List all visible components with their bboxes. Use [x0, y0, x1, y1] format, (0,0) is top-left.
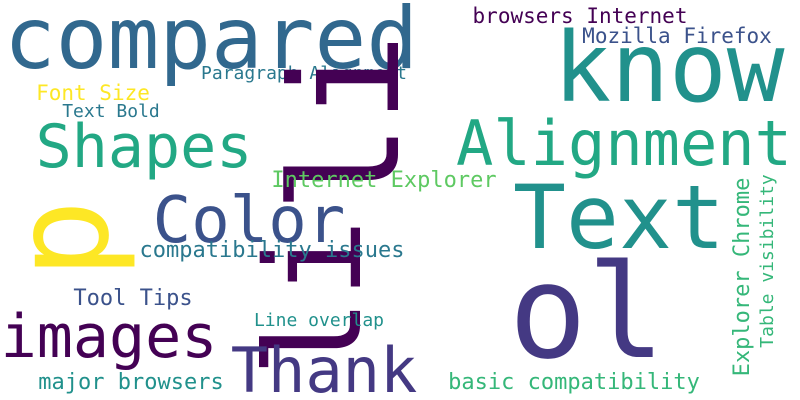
word-text-bold: Text Bold: [62, 101, 160, 122]
word-tool-tips: Tool Tips: [73, 286, 193, 311]
word-browsers-internet: browsers Internet: [472, 3, 688, 28]
word-shapes: Shapes: [35, 112, 253, 182]
word-text: Text: [513, 166, 725, 269]
word-major-browsers: major browsers: [38, 370, 224, 395]
word-line-overlap: Line overlap: [253, 310, 385, 331]
word-table-visibility: Table visibility: [757, 174, 778, 348]
word-compared: compared: [3, 0, 419, 89]
word-ol: ol: [508, 236, 666, 388]
word-know: know: [553, 12, 785, 124]
word-images: images: [0, 302, 218, 372]
word-alignment: Alignment: [456, 107, 792, 180]
word-internet-explorer: Internet Explorer: [271, 168, 497, 193]
word-explorer-chrome: Explorer Chrome: [730, 177, 755, 377]
word-font-size: Font Size: [36, 80, 150, 105]
word-compatibility-issues: compatibility issues: [139, 238, 405, 263]
word-paragraph-alignment: Paragraph Alignment: [201, 63, 407, 84]
word-color: Color: [152, 184, 346, 258]
word-basic-compatibility: basic compatibility: [448, 370, 700, 395]
word-mozilla-firefox: Mozilla Firefox: [582, 23, 772, 48]
word-thank: Thank: [230, 334, 418, 400]
